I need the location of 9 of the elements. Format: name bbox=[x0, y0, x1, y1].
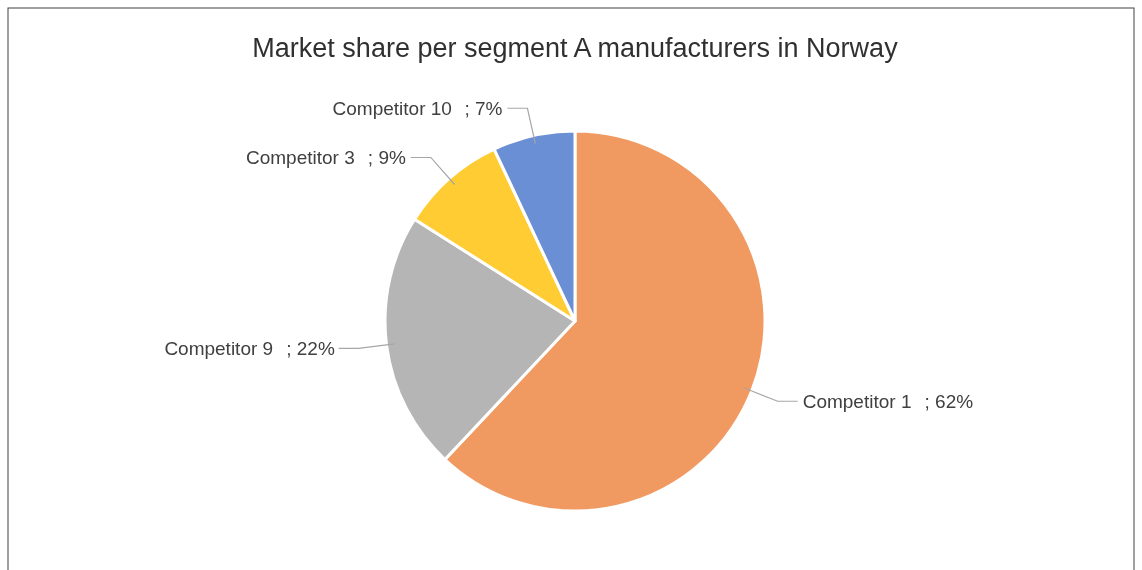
slice-label: Competitor 10 bbox=[332, 97, 452, 119]
slice-label: Competitor 9 bbox=[164, 337, 274, 359]
slice-label: Competitor 1 bbox=[802, 390, 912, 412]
slice-label: Competitor 3 bbox=[245, 147, 355, 169]
chart-title: Market share per segment A manufacturers in Norway bbox=[252, 33, 899, 63]
data-label: ; 7% bbox=[464, 97, 503, 119]
data-label: ; 9% bbox=[367, 147, 406, 169]
data-label: ; 62% bbox=[924, 390, 974, 412]
data-label: ; 22% bbox=[286, 337, 335, 359]
